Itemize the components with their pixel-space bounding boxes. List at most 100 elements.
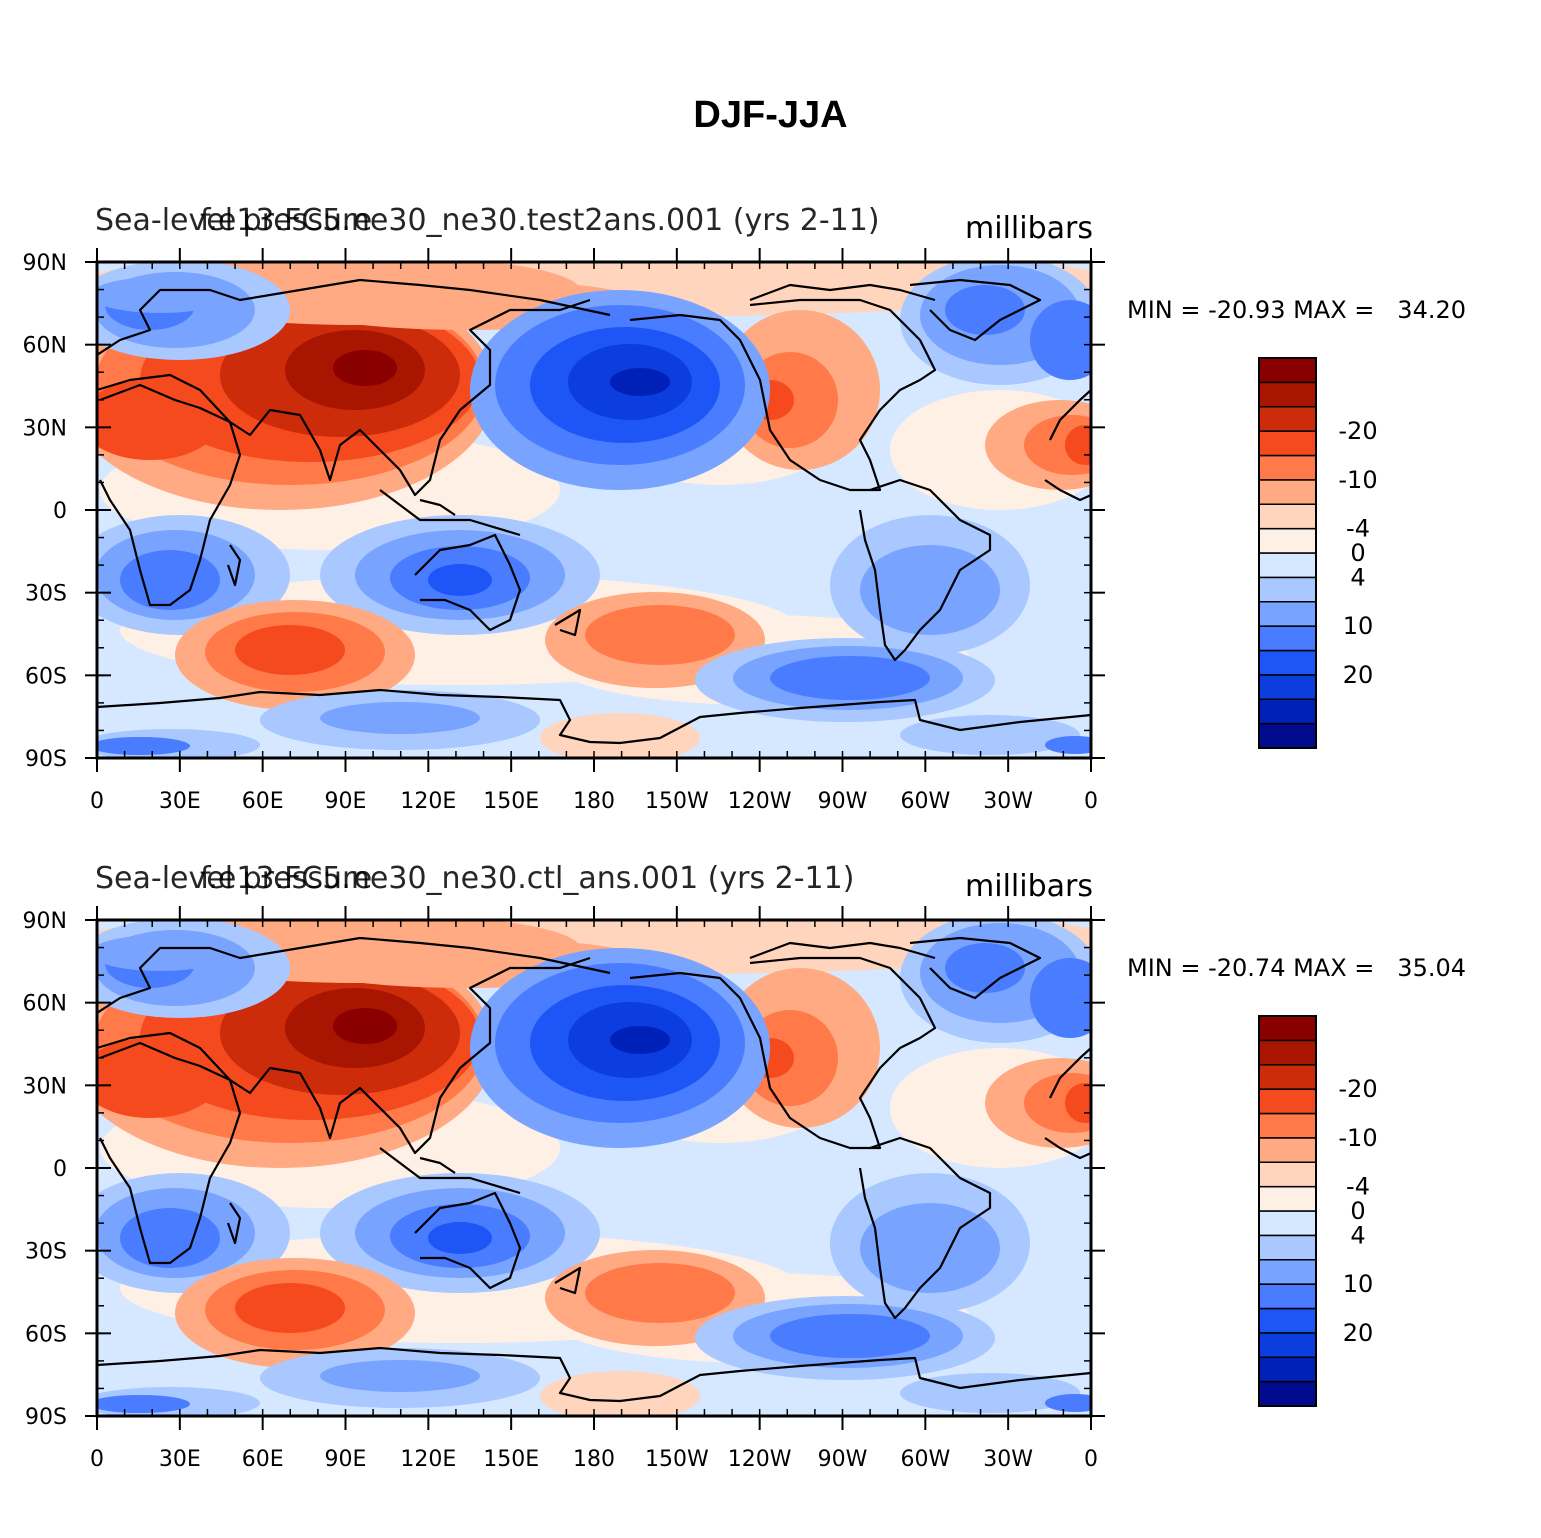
lat-tick-label: 60N (23, 334, 67, 359)
lon-tick-label: 0 (1084, 1447, 1098, 1472)
colorbar-label: -20 (1338, 417, 1377, 445)
colorbar-swatch (1258, 357, 1317, 384)
axis-ticks: 90N 60N 30N 0 30S 60S 90S 0 30E 60E 90E 120E 150E 180… (23, 248, 1105, 814)
lon-tick-label: 120W (728, 1447, 792, 1472)
colorbar-swatch (1258, 1185, 1317, 1212)
lat-tick-label: 90N (23, 251, 67, 276)
lon-tick-label: 0 (90, 1447, 104, 1472)
colorbar-swatch (1258, 625, 1317, 652)
colorbar-label: 4 (1350, 1221, 1365, 1249)
panel-center-title: f.e13.FC5.ne30_ne30.test2ans.001 (yrs 2-… (200, 203, 880, 238)
lon-tick-label: 90W (818, 1447, 868, 1472)
colorbar-swatch (1258, 698, 1317, 725)
colorbar-label: -4 (1346, 515, 1370, 543)
axis-ticks: 90N 60N 30N 0 30S 60S 90S 0 30E 60E 90E 120E 150E 180… (23, 906, 1105, 1472)
coastlines (97, 278, 1091, 745)
min-max-stats: MIN = -20.74 MAX = 35.04 (1127, 954, 1466, 982)
lon-tick-label: 60W (900, 789, 950, 814)
lat-tick-label: 0 (53, 1157, 67, 1182)
colorbar-swatch (1258, 381, 1317, 408)
colorbar-swatch (1258, 479, 1317, 505)
map-panel-test: Sea-level pressure f.e13.FC5.ne30_ne30.t… (23, 203, 1466, 814)
main-title: DJF-JJA (693, 94, 848, 136)
panel-left-title: Sea-level pressure (95, 203, 372, 238)
colorbar-swatch (1258, 1039, 1317, 1066)
colorbar-label: 0 (1350, 1197, 1365, 1225)
colorbar-swatch (1258, 1283, 1317, 1310)
colorbar-swatch (1258, 1234, 1317, 1261)
lat-tick-label: 30S (25, 582, 67, 607)
lon-tick-label: 30W (983, 789, 1033, 814)
lon-tick-label: 60E (242, 789, 284, 814)
colorbar-swatch (1258, 601, 1317, 627)
colorbar-swatch (1258, 1307, 1317, 1334)
colorbar-label: -10 (1338, 1124, 1377, 1152)
colorbar-label: 20 (1343, 1319, 1374, 1347)
lat-tick-label: 30N (23, 416, 67, 441)
lat-tick-label: 60N (23, 992, 67, 1017)
lon-tick-label: 60E (242, 1447, 284, 1472)
colorbar: -20 -10 -404 10 20 (1258, 357, 1378, 749)
lat-tick-label: 90S (25, 1405, 67, 1430)
lat-tick-label: 90S (25, 747, 67, 772)
colorbar-label: -4 (1346, 1173, 1370, 1201)
lon-tick-label: 90E (325, 1447, 367, 1472)
lon-tick-label: 0 (1084, 789, 1098, 814)
map-panel-control: Sea-level pressure f.e13.FC5.ne30_ne30.c… (23, 861, 1466, 1472)
min-max-stats: MIN = -20.93 MAX = 34.20 (1127, 296, 1466, 324)
colorbar-swatch (1258, 649, 1317, 676)
colorbar-swatch (1258, 674, 1317, 700)
pressure-field (97, 920, 1091, 1416)
colorbar-swatch (1258, 552, 1317, 579)
lon-tick-label: 180 (573, 789, 615, 814)
lat-tick-label: 30N (23, 1074, 67, 1099)
colorbar-label: -10 (1338, 466, 1377, 494)
colorbar-swatch (1258, 454, 1317, 481)
colorbar: -20 -10 -404 10 20 (1258, 1015, 1378, 1407)
lon-tick-label: 30E (159, 789, 201, 814)
colorbar-swatch (1258, 722, 1317, 749)
colorbar-swatch (1258, 430, 1317, 457)
colorbar-swatch (1258, 503, 1317, 530)
colorbar-label: 10 (1343, 612, 1374, 640)
panel-left-title: Sea-level pressure (95, 861, 372, 896)
colorbar-label: 20 (1343, 661, 1374, 689)
lon-tick-label: 30E (159, 1447, 201, 1472)
lon-tick-label: 120W (728, 789, 792, 814)
colorbar-label: -20 (1338, 1075, 1377, 1103)
lon-tick-label: 120E (400, 789, 456, 814)
colorbar-swatch (1258, 1332, 1317, 1358)
lat-tick-label: 90N (23, 909, 67, 934)
panel-units: millibars (965, 869, 1093, 904)
colorbar-swatch (1258, 1015, 1317, 1042)
coastlines (97, 936, 1091, 1403)
lon-tick-label: 60W (900, 1447, 950, 1472)
lat-tick-label: 60S (25, 1322, 67, 1347)
panel-center-title: f.e13.FC5.ne30_ne30.ctl_ans.001 (yrs 2-1… (200, 861, 854, 896)
colorbar-label: 4 (1350, 563, 1365, 591)
colorbar-swatch (1258, 576, 1317, 603)
lon-tick-label: 150W (645, 1447, 709, 1472)
lon-tick-label: 90E (325, 789, 367, 814)
colorbar-swatch (1258, 1210, 1317, 1237)
colorbar-swatch (1258, 1259, 1317, 1285)
colorbar-swatch (1258, 1380, 1317, 1407)
colorbar-swatch (1258, 1064, 1317, 1090)
lat-tick-label: 60S (25, 664, 67, 689)
colorbar-swatch (1258, 1088, 1317, 1115)
colorbar-label: 0 (1350, 539, 1365, 567)
lon-tick-label: 150W (645, 789, 709, 814)
lon-tick-label: 120E (400, 1447, 456, 1472)
lon-tick-label: 30W (983, 1447, 1033, 1472)
colorbar-swatch (1258, 406, 1317, 432)
lon-tick-label: 90W (818, 789, 868, 814)
lon-tick-label: 0 (90, 789, 104, 814)
colorbar-label: 10 (1343, 1270, 1374, 1298)
colorbar-swatch (1258, 1161, 1317, 1188)
lon-tick-label: 150E (483, 1447, 539, 1472)
colorbar-swatch (1258, 1137, 1317, 1163)
lat-tick-label: 0 (53, 499, 67, 524)
lat-tick-label: 30S (25, 1240, 67, 1265)
colorbar-swatch (1258, 1112, 1317, 1139)
pressure-field (97, 262, 1091, 758)
